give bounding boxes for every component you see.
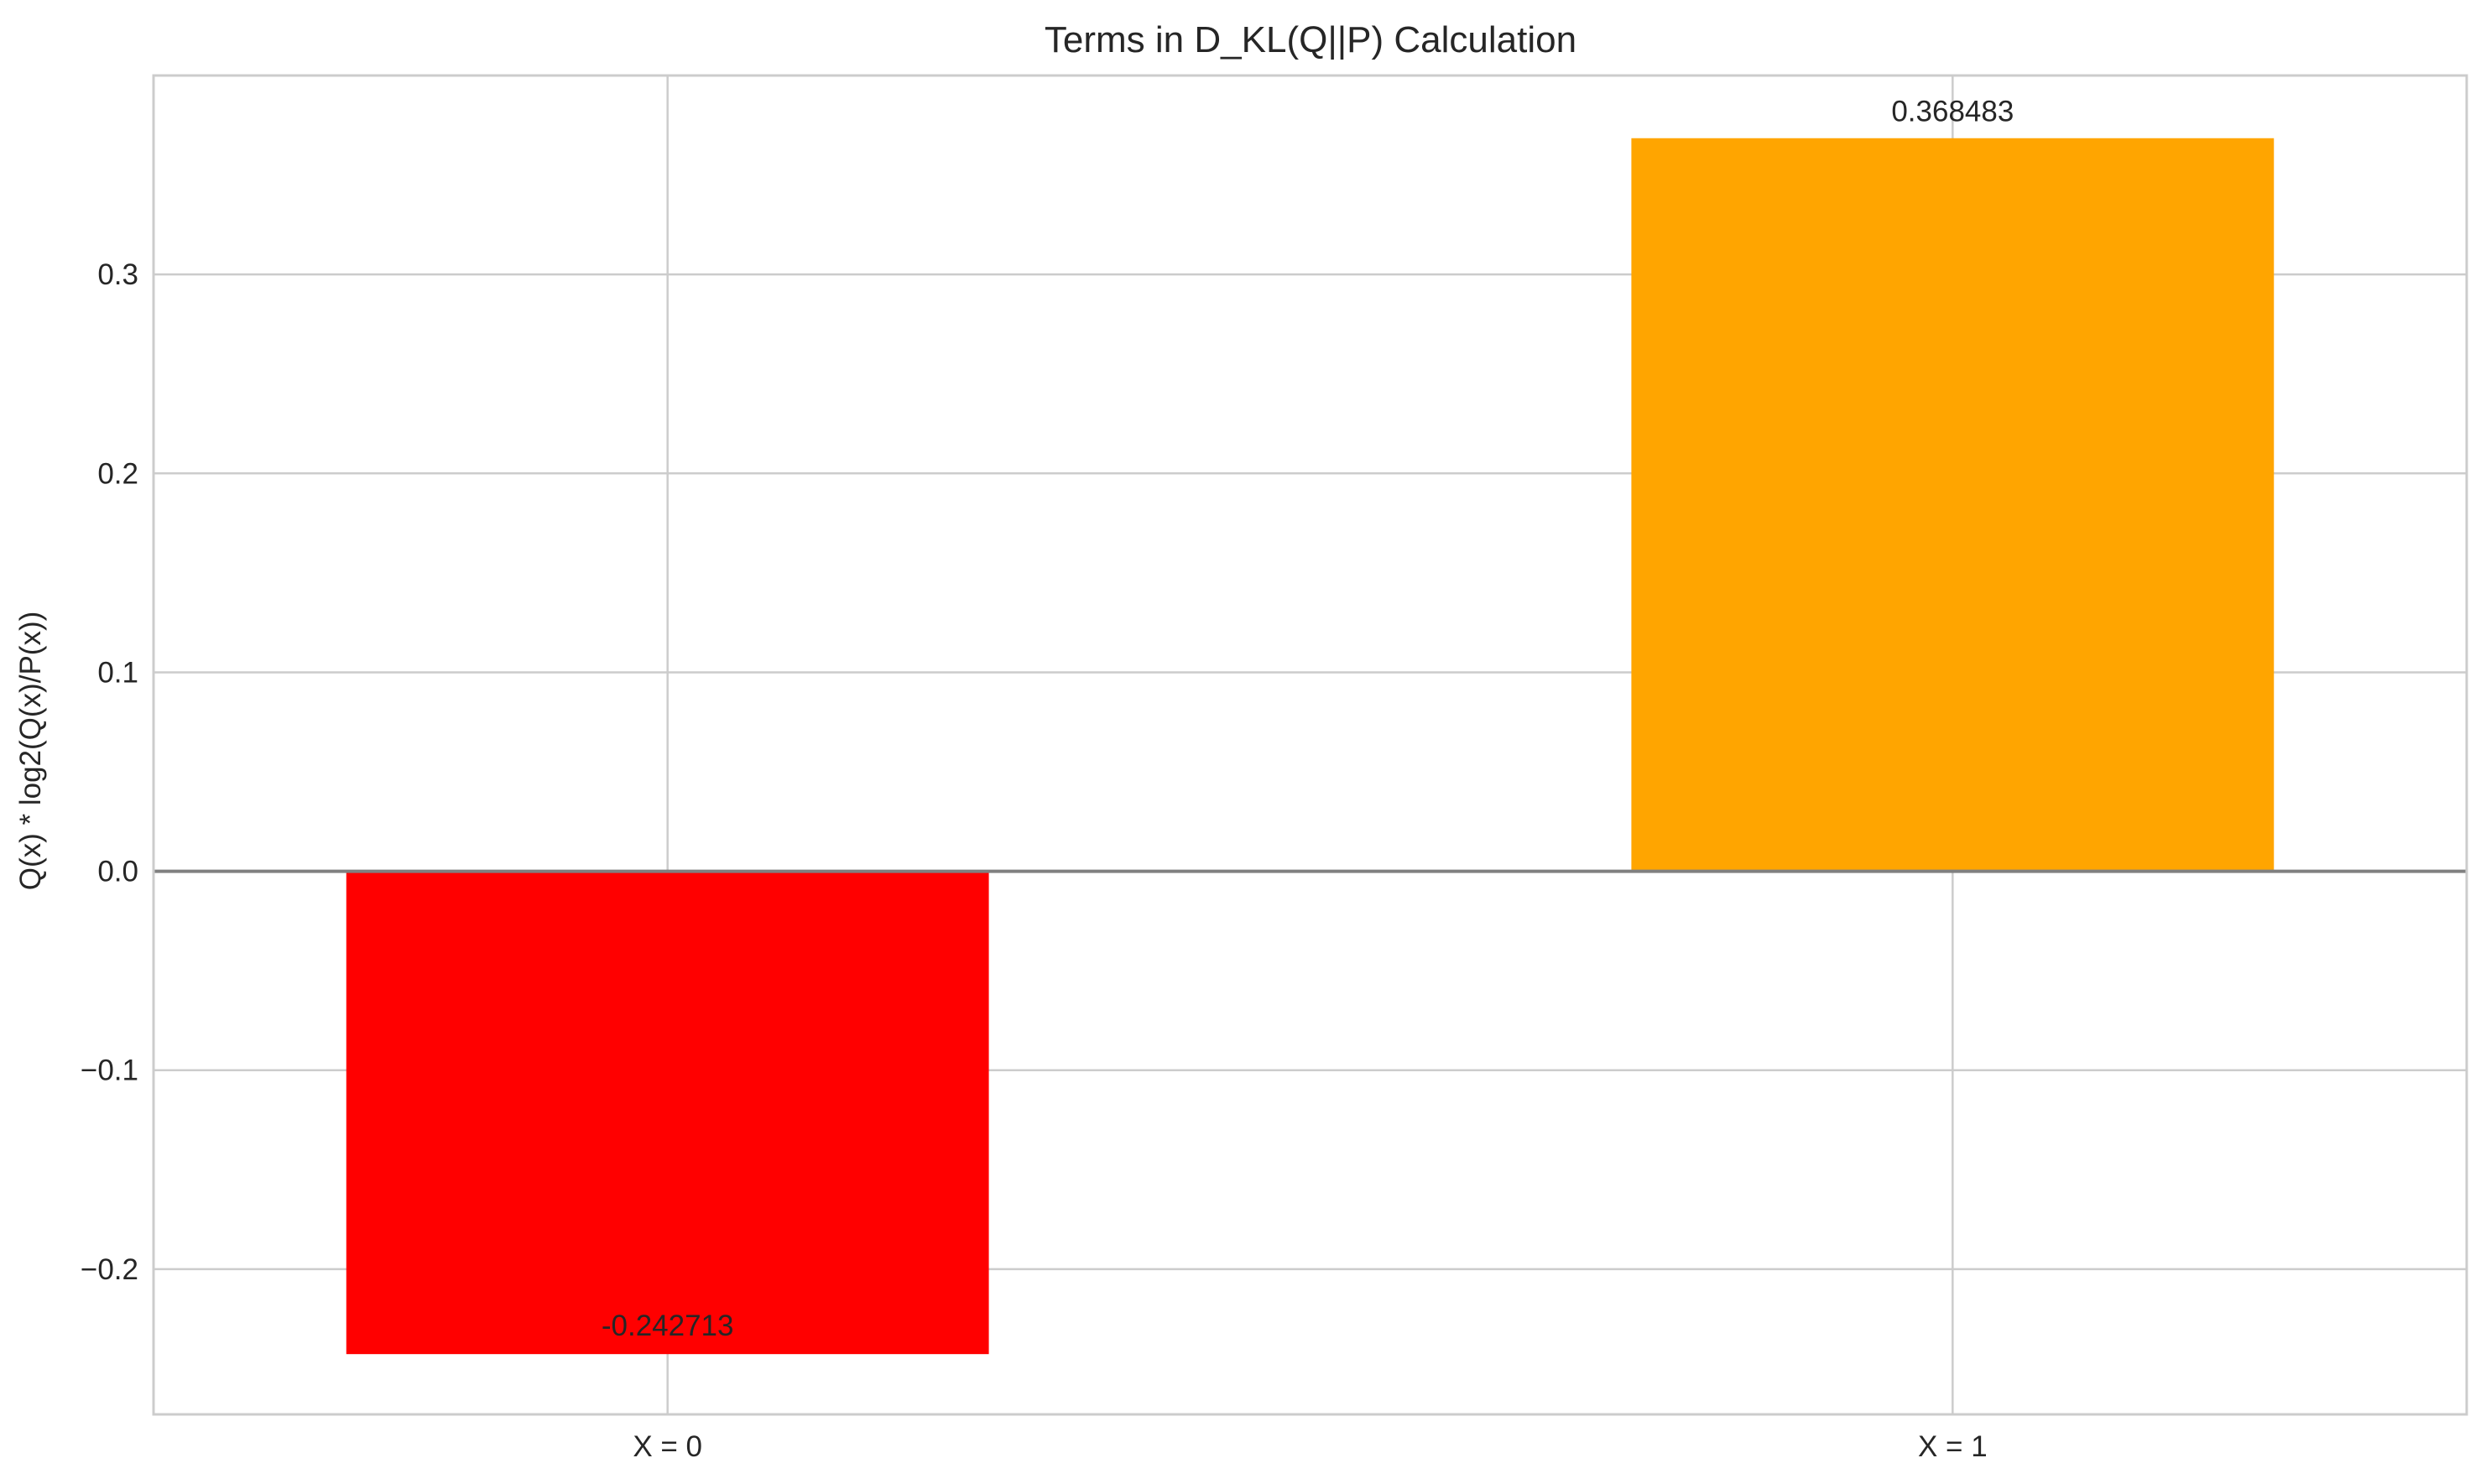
y-axis-label: Q(x) * log2(Q(x)/P(x)) [14,612,47,891]
y-tick-label: −0.2 [81,1253,138,1286]
bar-value-label: 0.368483 [1891,96,2014,128]
plot-frame [152,74,2468,1416]
bars [346,138,2275,1355]
chart-title: Terms in D_KL(Q||P) Calculation [1045,19,1576,60]
x-tick-label: X = 1 [1918,1430,1988,1463]
y-tick-label: 0.1 [97,656,138,689]
bar-1 [1631,138,2275,872]
y-tick-label: 0.3 [97,258,138,291]
tick-labels: −0.2 −0.1 0.0 0.1 0.2 0.3 X = 0 X = 1 [81,258,1988,1463]
y-tick-label: 0.0 [97,856,138,888]
x-tick-label: X = 0 [633,1430,702,1463]
bar-0 [346,871,989,1355]
y-tick-label: 0.2 [97,457,138,490]
data-labels: -0.242713 0.368483 [602,96,2014,1342]
bar-value-label: -0.242713 [602,1310,734,1342]
y-tick-label: −0.1 [81,1054,138,1087]
